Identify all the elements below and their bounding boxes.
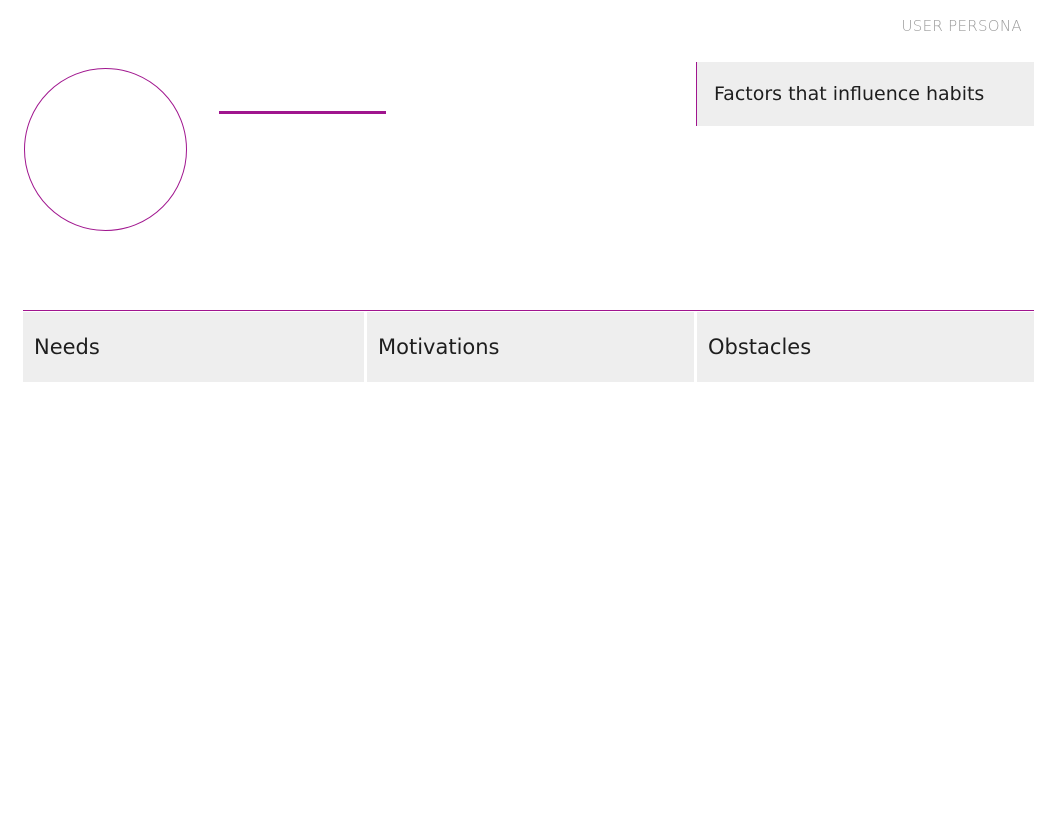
motivations-header: Motivations bbox=[367, 312, 694, 382]
persona-columns: Needs Motivations Obstacles bbox=[23, 312, 1034, 382]
name-underline bbox=[219, 111, 386, 114]
document-label: USER PERSONA bbox=[901, 17, 1022, 35]
obstacles-header: Obstacles bbox=[697, 312, 1034, 382]
section-divider bbox=[23, 310, 1034, 311]
needs-header: Needs bbox=[23, 312, 364, 382]
avatar-placeholder bbox=[24, 68, 187, 231]
factors-title: Factors that influence habits bbox=[714, 83, 985, 105]
factors-panel: Factors that influence habits bbox=[696, 62, 1034, 126]
